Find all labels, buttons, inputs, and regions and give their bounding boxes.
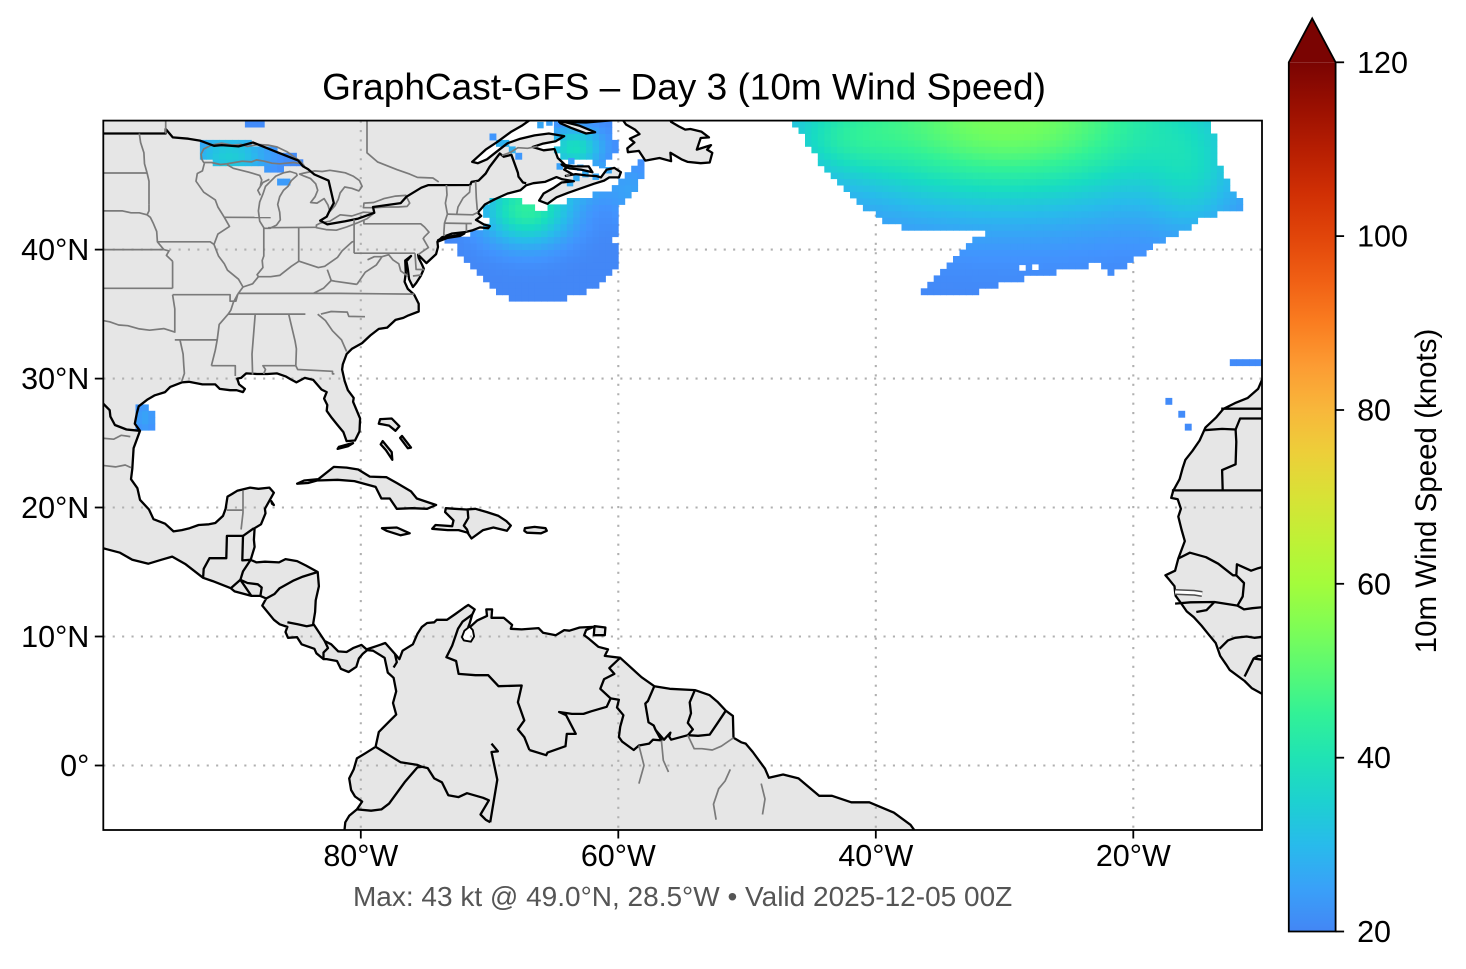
svg-text:0°: 0° [60, 749, 89, 783]
svg-text:120: 120 [1357, 46, 1408, 80]
svg-text:60°W: 60°W [581, 839, 656, 873]
svg-text:30°N: 30°N [21, 362, 89, 396]
svg-text:Max: 43 kt @ 49.0°N, 28.5°W •: Max: 43 kt @ 49.0°N, 28.5°W • Valid 2025… [353, 881, 1012, 912]
svg-text:10m Wind Speed (knots): 10m Wind Speed (knots) [1410, 329, 1443, 654]
svg-text:40°N: 40°N [21, 233, 89, 267]
svg-text:80°W: 80°W [323, 839, 398, 873]
svg-text:20°W: 20°W [1096, 839, 1171, 873]
svg-text:60: 60 [1357, 567, 1391, 601]
svg-text:40°W: 40°W [838, 839, 913, 873]
svg-text:80: 80 [1357, 394, 1391, 428]
svg-text:40: 40 [1357, 741, 1391, 775]
svg-text:10°N: 10°N [21, 620, 89, 654]
svg-text:20: 20 [1357, 915, 1391, 949]
svg-text:100: 100 [1357, 220, 1408, 254]
svg-text:GraphCast-GFS – Day 3 (10m Win: GraphCast-GFS – Day 3 (10m Wind Speed) [322, 67, 1046, 108]
svg-text:20°N: 20°N [21, 491, 89, 525]
